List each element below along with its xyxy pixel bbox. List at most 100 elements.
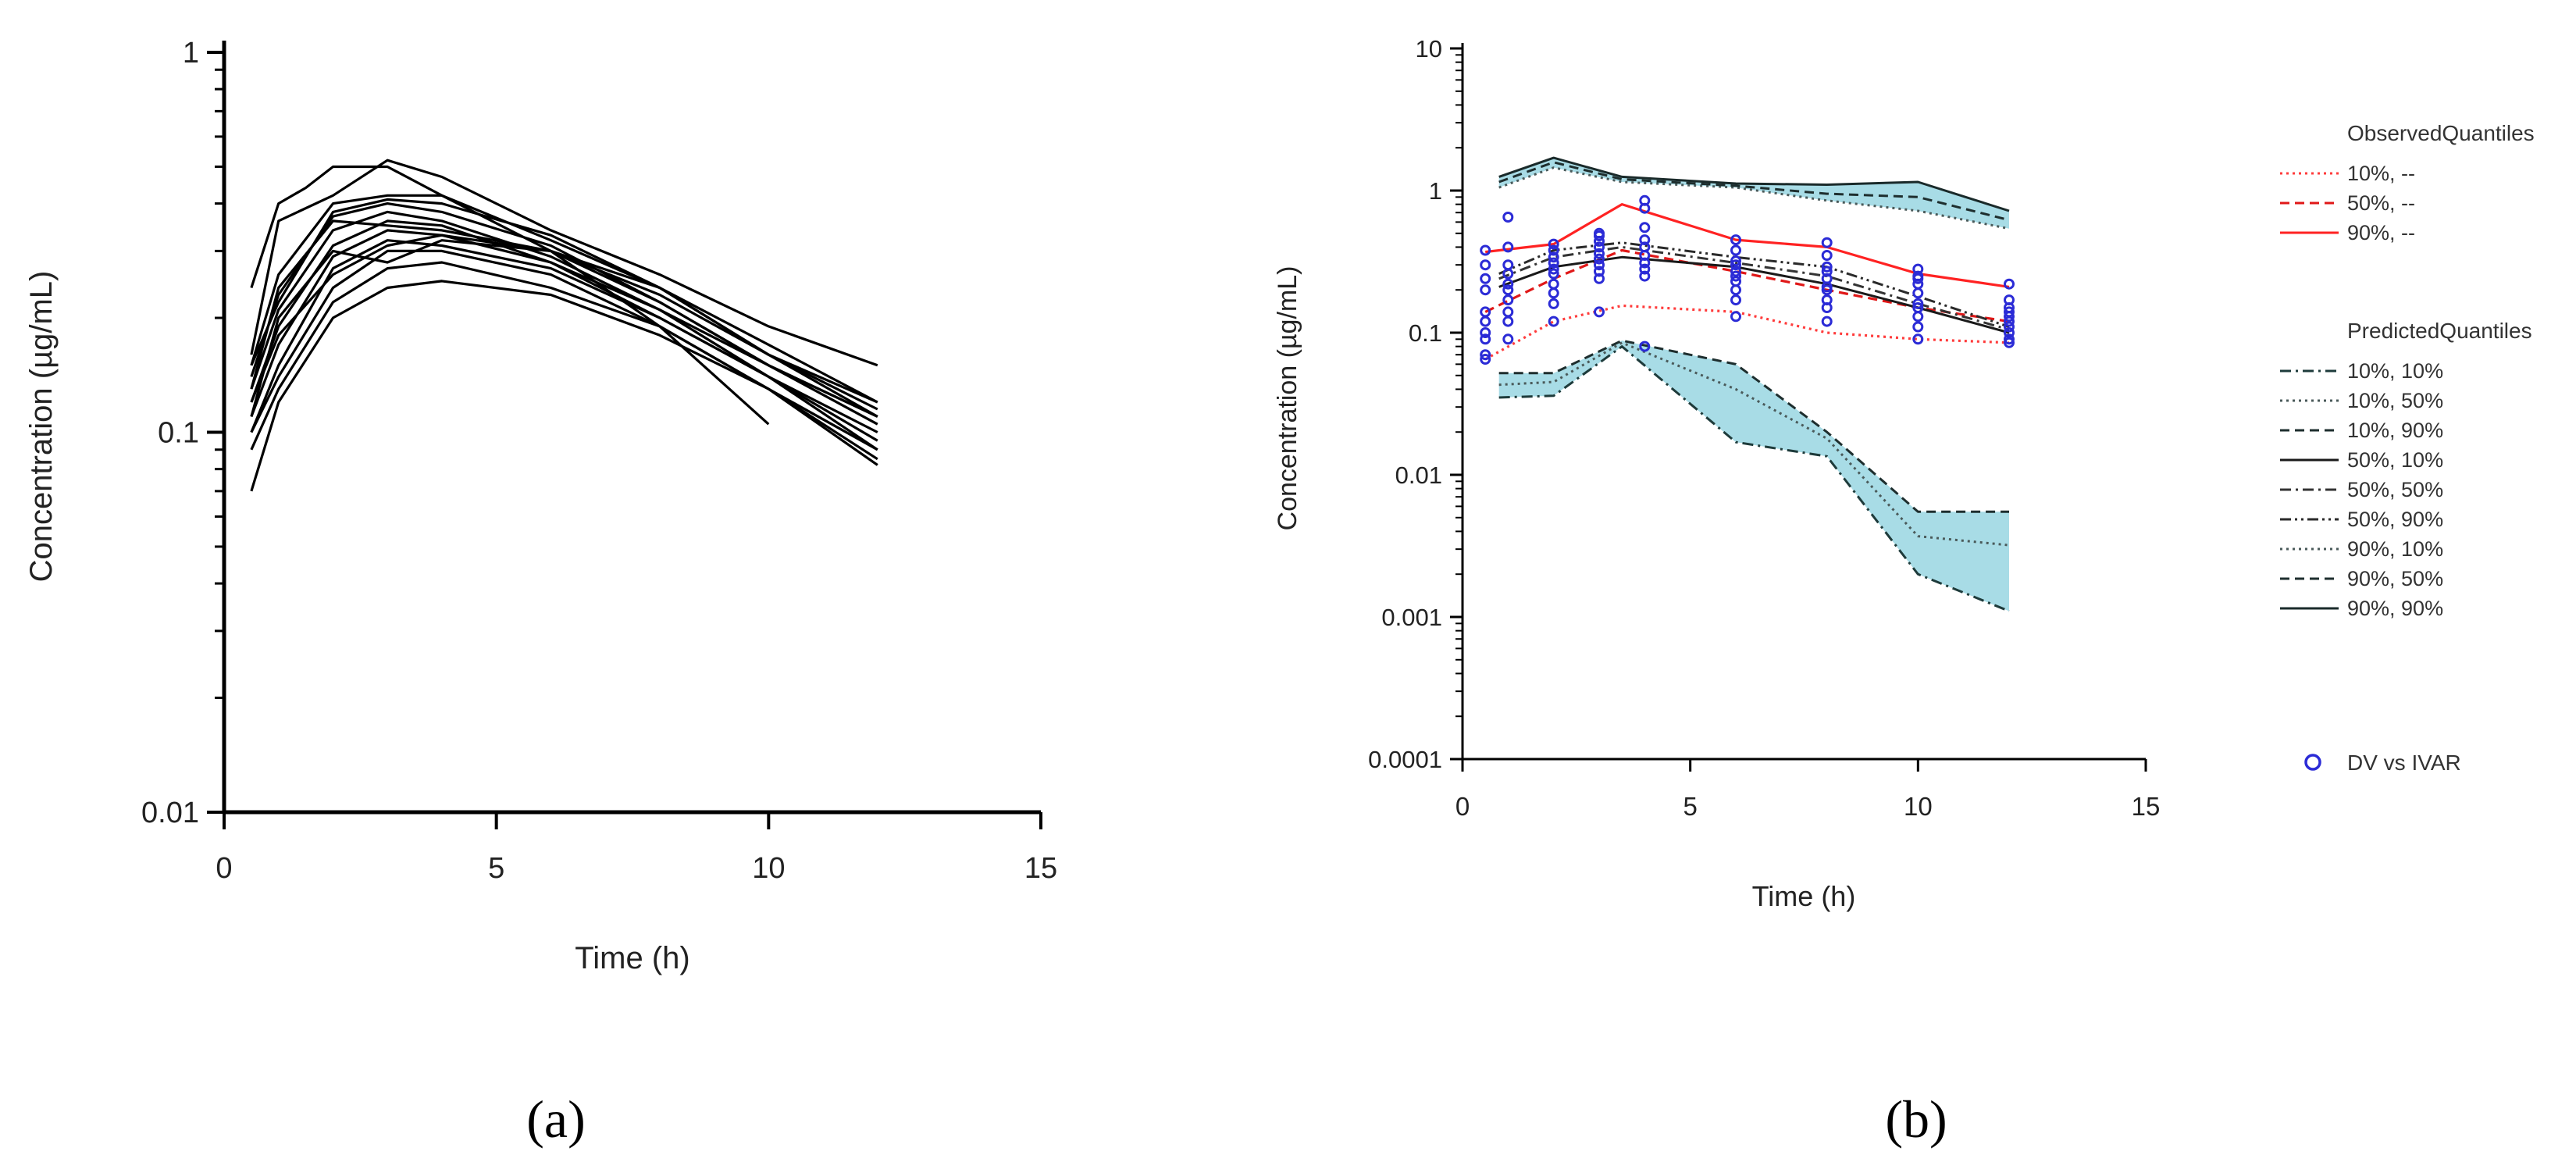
b-data-point: [1502, 278, 1514, 290]
b-data-point: [2004, 337, 2015, 348]
b-y-tick-label: 1: [1429, 177, 1442, 205]
b-y-tick-label: 10: [1416, 35, 1442, 62]
b-data-point: [1548, 316, 1559, 327]
b-data-point: [1594, 273, 1605, 284]
b-series-line-90%, 50%: [1498, 161, 2010, 222]
b-x-tick-label: 0: [1455, 792, 1470, 821]
b-data-point: [1594, 259, 1605, 271]
b-data-point: [1821, 273, 1833, 284]
b-data-point: [1594, 266, 1605, 277]
a-y-tick-label: 0.1: [158, 417, 199, 450]
a-series-line-subject-5: [250, 210, 878, 426]
a-series-line-subject-15: [250, 234, 878, 418]
b-y-tick-label: 0.1: [1409, 319, 1442, 347]
b-data-point: [1480, 273, 1491, 284]
b-data-point: [2004, 294, 2015, 306]
b-data-point: [1730, 234, 1741, 246]
b-data-point: [1548, 244, 1559, 256]
b-data-point: [1548, 257, 1559, 269]
b-data-point: [1821, 266, 1833, 277]
b-data-point: [2004, 327, 2015, 338]
a-series-line-subject-13: [250, 239, 878, 418]
b-data-point: [1912, 270, 1924, 282]
b-y-tick-label: 0.0001: [1368, 746, 1442, 773]
b-data-point: [2004, 278, 2015, 290]
a-series-line-subject-11: [250, 280, 878, 492]
b-y-tick-label: 0.01: [1395, 462, 1442, 489]
legend-label-50%, 10%: 50%, 10%: [2347, 448, 2443, 472]
a-y-tick-label: 0.01: [141, 797, 199, 829]
b-data-point: [1639, 234, 1651, 246]
b-data-point: [1594, 227, 1605, 239]
b-data-point: [1912, 298, 1924, 309]
a-series-line-subject-6: [250, 219, 878, 433]
a-y-axis-label: Concentration (µg/mL): [24, 271, 59, 583]
a-x-tick-label: 5: [488, 852, 504, 885]
b-data-point: [1730, 294, 1741, 306]
a-series-line-subject-2: [250, 159, 878, 367]
b-data-point: [1480, 259, 1491, 271]
b-series-line-10%, 90%: [1498, 339, 2009, 513]
b-data-point: [1480, 244, 1491, 256]
legend-label-10%, 90%: 10%, 90%: [2347, 419, 2443, 442]
b-data-point: [1821, 294, 1833, 306]
legend-dv-marker: [2304, 754, 2321, 771]
legend-label-90%, --: 90%, --: [2347, 221, 2415, 244]
legend-dv-label: DV vs IVAR: [2347, 751, 2461, 775]
b-legend: ObservedQuantiles 10%, --50%, --90%, -- …: [2280, 121, 2535, 775]
b-data-point: [1480, 354, 1491, 365]
b-data-point: [1502, 284, 1514, 296]
b-data-point: [1730, 270, 1741, 282]
panel-label-b: (b): [1885, 1089, 1947, 1149]
b-data-point: [1480, 284, 1491, 296]
panel-b-chart: 0.0001 0.001 0.01 0.1 1 10 0 5 10 15 Time (h) Co…: [1273, 35, 2535, 912]
b-data-point: [2004, 306, 2015, 318]
b-data-point: [2004, 321, 2015, 333]
b-y-tick-label: 0.001: [1381, 604, 1442, 631]
b-data-point: [1594, 253, 1605, 265]
panel-label-a: (a): [526, 1089, 585, 1149]
b-x-tick-label: 15: [2132, 792, 2161, 821]
b-data-point: [1912, 263, 1924, 275]
legend-label-50%, --: 50%, --: [2347, 191, 2415, 215]
legend-label-10%, --: 10%, --: [2347, 162, 2415, 185]
a-series-line-subject-10: [250, 261, 878, 466]
b-data-point: [1821, 261, 1833, 273]
b-data-point: [1480, 327, 1491, 338]
legend-label-50%, 90%: 50%, 90%: [2347, 508, 2443, 531]
b-series-line-90%, 90%: [1498, 156, 2010, 212]
b-data-point: [1639, 194, 1651, 206]
b-data-point: [1548, 298, 1559, 309]
legend-predicted-title: PredictedQuantiles: [2347, 319, 2532, 343]
b-data-point: [1639, 222, 1651, 234]
b-data-point: [1548, 251, 1559, 263]
b-y-axis-label: Concentration (µg/mL): [1273, 266, 1302, 531]
legend-observed-title: ObservedQuantiles: [2347, 121, 2535, 145]
legend-label-50%, 50%: 50%, 50%: [2347, 478, 2443, 501]
b-data-point: [1730, 311, 1741, 323]
b-series-line-10%, 50%: [1498, 341, 2010, 547]
b-data-point: [1639, 263, 1651, 275]
b-data-point: [1594, 306, 1605, 318]
panel-a-chart: 0.01 0.1 1 0 5 10 15 Time (h) Concentration (…: [24, 37, 1057, 975]
b-series-line-50%, 90%: [1498, 241, 2010, 328]
a-series-line-subject-8: [250, 239, 878, 451]
b-data-point: [1502, 212, 1514, 223]
b-data-point: [1639, 241, 1651, 253]
b-data-point: [1821, 250, 1833, 261]
b-data-point: [1730, 259, 1741, 271]
b-data-point: [1548, 238, 1559, 250]
b-x-tick-label: 10: [1904, 792, 1933, 821]
a-x-tick-label: 0: [216, 852, 232, 885]
legend-label-90%, 90%: 90%, 90%: [2347, 597, 2443, 620]
b-data-point: [1502, 306, 1514, 318]
b-data-point: [1730, 266, 1741, 277]
b-data-point: [1821, 237, 1833, 248]
b-data-point: [1912, 302, 1924, 313]
b-data-point: [2004, 333, 2015, 345]
a-x-axis-label: Time (h): [575, 941, 689, 975]
b-data-point: [1480, 333, 1491, 345]
b-data-point: [1548, 278, 1559, 290]
b-data-point: [1730, 255, 1741, 267]
